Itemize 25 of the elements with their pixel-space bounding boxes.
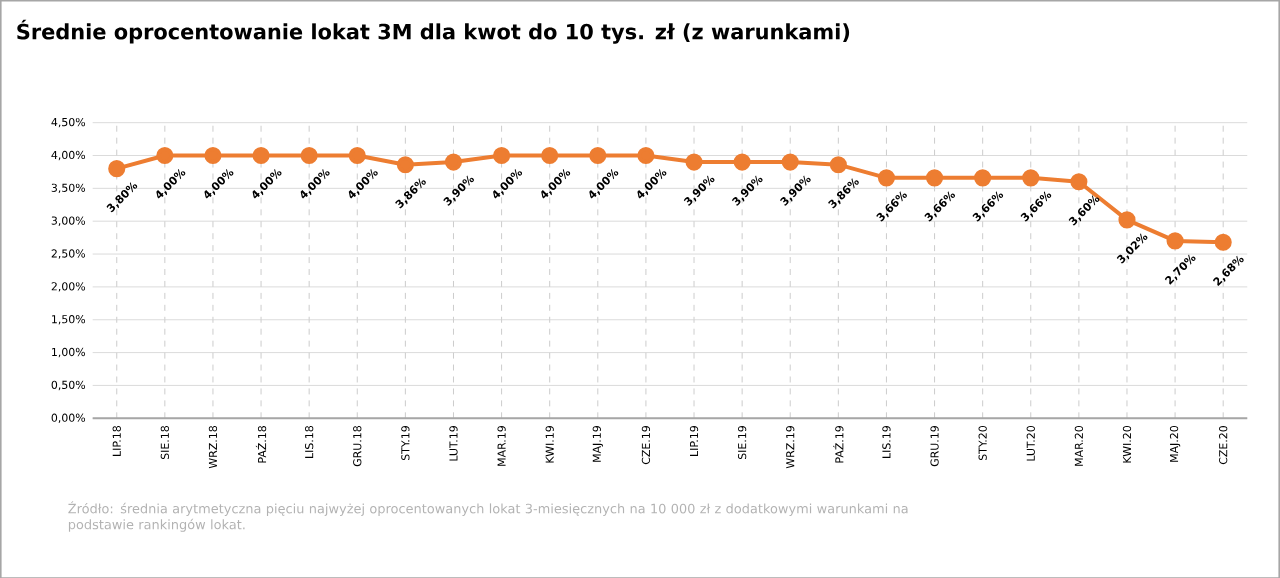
point bbox=[1118, 210, 1136, 228]
point bbox=[1214, 233, 1232, 251]
point bbox=[829, 155, 847, 173]
point bbox=[493, 146, 511, 164]
point bbox=[1166, 231, 1184, 250]
point bbox=[348, 146, 366, 164]
point bbox=[685, 153, 703, 171]
point bbox=[204, 146, 222, 164]
point bbox=[108, 159, 126, 177]
point bbox=[300, 146, 318, 164]
point bbox=[974, 168, 992, 186]
point bbox=[589, 146, 607, 164]
point bbox=[781, 153, 799, 171]
point bbox=[1070, 172, 1088, 190]
chart-title: Średnie oprocentowanie lokat 3M dla kwot do 10 tys. zł (z warunkami) bbox=[17, 19, 850, 44]
point bbox=[733, 153, 751, 171]
point bbox=[396, 155, 414, 173]
point bbox=[1022, 168, 1040, 186]
point bbox=[541, 146, 559, 164]
point bbox=[926, 168, 944, 186]
point bbox=[252, 146, 270, 164]
point bbox=[156, 146, 174, 164]
point bbox=[444, 153, 463, 171]
point bbox=[637, 146, 655, 164]
point bbox=[877, 168, 896, 186]
